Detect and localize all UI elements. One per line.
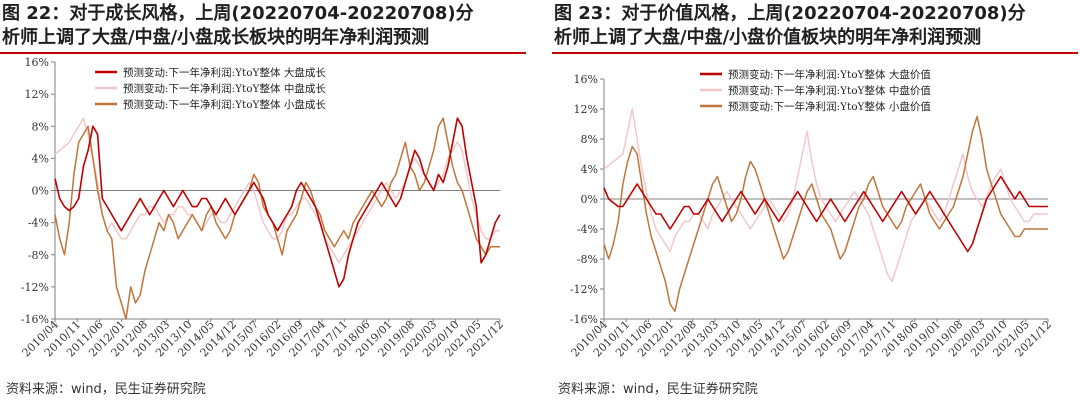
chart-title: 图 23：对于价值风格，上周(20220704-20220708)分 析师上调了…	[554, 2, 1074, 50]
chart-title-line1: 图 23：对于价值风格，上周(20220704-20220708)分	[554, 3, 1026, 24]
y-tick-label: -16%	[570, 313, 598, 326]
chart-title-line2: 析师上调了大盘/中盘/小盘成长板块的明年净利润预测	[2, 27, 430, 48]
y-tick-label: -4%	[28, 217, 49, 230]
y-tick-label: -12%	[570, 283, 598, 296]
y-tick-label: -8%	[28, 249, 49, 262]
chart-panel-growth: 图 22：对于成长风格，上周(20220704-20220708)分 析师上调了…	[0, 0, 530, 400]
chart-title-line2: 析师上调了大盘/中盘/小盘价值板块的明年净利润预测	[554, 27, 982, 48]
legend-label: 预测变动:下一年净利润:YtoY整体 大盘价值	[728, 68, 931, 81]
legend-label: 预测变动:下一年净利润:YtoY整体 中盘价值	[728, 84, 931, 97]
title-rule	[0, 52, 526, 54]
y-tick-label: 4%	[32, 152, 49, 165]
chart-title: 图 22：对于成长风格，上周(20220704-20220708)分 析师上调了…	[2, 2, 522, 50]
y-tick-label: 8%	[32, 120, 49, 133]
chart-source: 资料来源：wind，民生证券研究院	[558, 382, 758, 397]
series-line-2	[54, 117, 500, 320]
y-tick-label: 12%	[574, 103, 598, 116]
growth-line-chart: 16%12%8%4%0%-4%-8%-12%-16%2010/042010/11…	[20, 56, 507, 359]
y-tick-label: 16%	[25, 56, 49, 69]
chart-source: 资料来源：wind，民生证券研究院	[6, 382, 206, 397]
legend-label: 预测变动:下一年净利润:YtoY整体 小盘价值	[728, 100, 931, 113]
legend-label: 预测变动:下一年净利润:YtoY整体 中盘成长	[123, 82, 326, 95]
y-tick-label: -12%	[21, 281, 49, 294]
legend-label: 预测变动:下一年净利润:YtoY整体 小盘成长	[123, 98, 326, 111]
y-tick-label: -4%	[577, 223, 598, 236]
y-tick-label: 12%	[25, 88, 49, 101]
series-line-0	[54, 117, 501, 288]
y-tick-label: -8%	[577, 253, 598, 266]
series-line-2	[603, 115, 1048, 313]
chart-panel-value: 图 23：对于价值风格，上周(20220704-20220708)分 析师上调了…	[552, 0, 1080, 400]
chart-title-line1: 图 22：对于成长风格，上周(20220704-20220708)分	[2, 3, 474, 24]
y-tick-label: 0%	[581, 193, 598, 206]
title-rule	[552, 52, 1078, 54]
y-tick-label: -16%	[21, 313, 49, 326]
y-tick-label: 8%	[581, 133, 598, 146]
series-line-0	[603, 175, 1048, 253]
legend-label: 预测变动:下一年净利润:YtoY整体 大盘成长	[123, 66, 326, 79]
y-tick-label: 0%	[32, 185, 49, 198]
y-tick-label: 16%	[574, 73, 598, 86]
y-tick-label: 4%	[581, 163, 598, 176]
value-line-chart: 16%12%8%4%0%-4%-8%-12%-16%2010/042010/11…	[569, 68, 1055, 359]
